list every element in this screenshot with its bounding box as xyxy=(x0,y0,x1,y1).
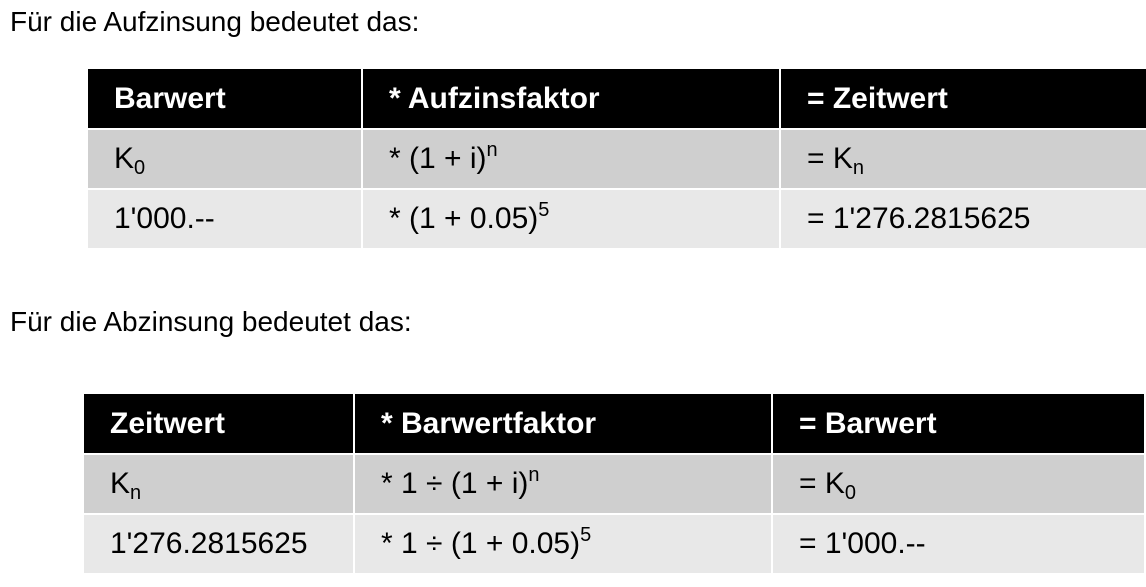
header-barwertfaktor: * Barwertfaktor xyxy=(354,394,773,455)
header-zeitwert: Zeitwert xyxy=(84,394,355,455)
abzinsung-table: Zeitwert * Barwertfaktor = Barwert Kn * … xyxy=(84,394,1144,573)
aufzinsung-intro: Für die Aufzinsung bedeutet das: xyxy=(10,6,420,37)
abzinsung-intro: Für die Abzinsung bedeutet das: xyxy=(10,306,412,337)
aufzinsung-table: Barwert * Aufzinsfaktor = Zeitwert K0 * … xyxy=(88,69,1146,248)
header-aufzinsfaktor: * Aufzinsfaktor xyxy=(362,69,781,130)
table-row-example: 1'276.2815625 * 1 ÷ (1 + 0.05)5 = 1'000.… xyxy=(84,514,1144,573)
cell-zeitwert-example: 1'276.2815625 xyxy=(84,514,355,573)
cell-aufzinsfaktor-formula: * (1 + i)n xyxy=(362,129,781,190)
cell-barwert-example: = 1'000.-- xyxy=(772,514,1144,573)
cell-zeitwert-formula: = Kn xyxy=(780,129,1146,190)
table-header-row: Zeitwert * Barwertfaktor = Barwert xyxy=(84,394,1144,455)
cell-aufzinsfaktor-example: * (1 + 0.05)5 xyxy=(362,189,781,248)
cell-zeitwert-formula: Kn xyxy=(84,454,355,515)
table-row-formula: K0 * (1 + i)n = Kn xyxy=(88,129,1146,190)
cell-barwert-example: 1'000.-- xyxy=(88,189,363,248)
header-barwert: Barwert xyxy=(88,69,363,130)
cell-barwert-formula: K0 xyxy=(88,129,363,190)
cell-barwertfaktor-example: * 1 ÷ (1 + 0.05)5 xyxy=(354,514,773,573)
table-row-formula: Kn * 1 ÷ (1 + i)n = K0 xyxy=(84,454,1144,515)
header-barwert: = Barwert xyxy=(772,394,1144,455)
header-zeitwert: = Zeitwert xyxy=(780,69,1146,130)
cell-barwert-formula: = K0 xyxy=(772,454,1144,515)
cell-barwertfaktor-formula: * 1 ÷ (1 + i)n xyxy=(354,454,773,515)
table-row-example: 1'000.-- * (1 + 0.05)5 = 1'276.2815625 xyxy=(88,189,1146,248)
table-header-row: Barwert * Aufzinsfaktor = Zeitwert xyxy=(88,69,1146,130)
cell-zeitwert-example: = 1'276.2815625 xyxy=(780,189,1146,248)
